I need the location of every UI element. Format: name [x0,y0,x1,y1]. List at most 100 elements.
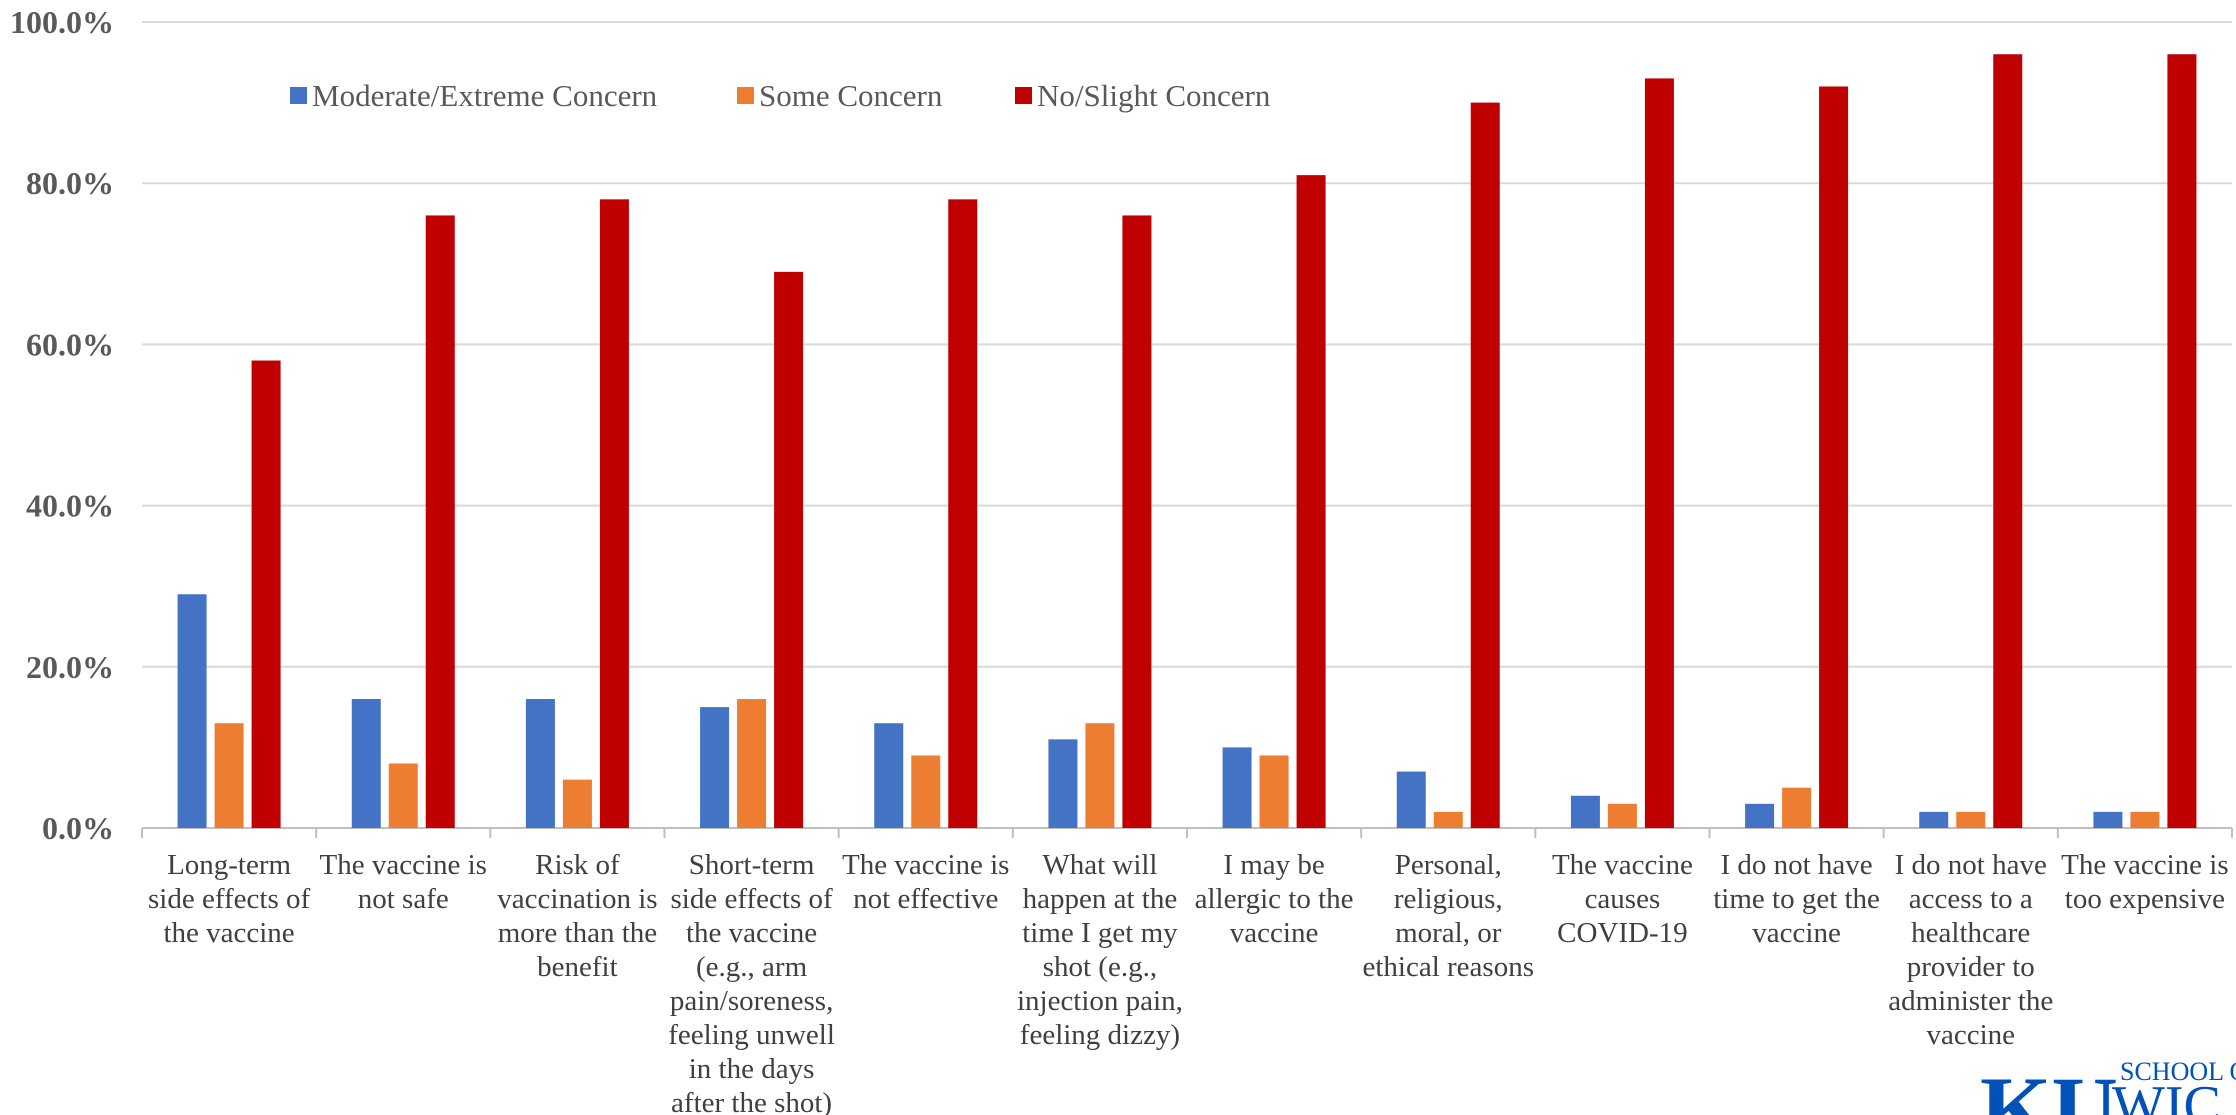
x-category-label-line: time I get my [1022,917,1178,949]
x-category-label: I do not have access to a healthcare provid… [1888,849,2053,1051]
x-category-label-line: (e.g., arm [696,951,808,983]
bar [1745,803,1775,828]
bar [1956,811,1986,828]
x-category-label-line: access to a [1909,883,2033,915]
x-category-label-line: I do not have [1895,849,2047,881]
y-tick-label: 80.0% [26,165,114,201]
y-tick-label: 40.0% [26,488,114,524]
bar [1222,747,1252,828]
bar [425,215,455,828]
x-category-label-line: benefit [537,951,618,983]
bar [1570,795,1600,828]
bar [1993,54,2023,829]
bar [562,779,592,828]
x-category-label-line: provider to [1907,951,2035,983]
x-category-label-line: Long-term [167,849,291,881]
legend-label: Moderate/Extreme Concern [312,78,658,113]
x-category-label: The vaccine is not safe [320,849,487,915]
bar [1644,78,1674,829]
x-category-label-line: Short-term [689,849,815,881]
bar [1396,771,1426,828]
x-category-label: I may be allergic to the vaccine [1195,849,1354,949]
x-category-label-line: the vaccine [163,917,294,949]
bar [1607,803,1637,828]
x-category-label-line: time to get the [1713,883,1880,915]
x-category-label-line: I do not have [1720,849,1872,881]
bar [525,699,555,828]
x-category-label-line: feeling dizzy) [1020,1019,1180,1051]
bar [1122,215,1152,828]
x-category-label-line: vaccine [1926,1019,2015,1051]
x-category-label-line: pain/soreness, [670,985,834,1017]
gridlines [141,21,2233,838]
x-category-label: Personal, religious, moral, or ethical reas… [1362,849,1534,983]
bar [599,199,629,828]
y-tick-label: 60.0% [26,326,114,362]
bar [214,723,244,828]
bar [948,199,978,828]
bar [1919,811,1949,828]
legend-label: Some Concern [759,78,943,113]
bar [251,360,281,828]
bar [2093,811,2123,828]
bar [1470,102,1500,829]
x-category-label-line: Risk of [535,849,620,881]
y-tick-label: 20.0% [26,649,114,685]
x-category-label-line: side effects of [671,883,833,915]
x-category-label-line: What will [1042,849,1157,881]
legend-swatch [290,87,307,104]
bar [874,723,904,828]
bar [1085,723,1115,828]
bars [177,54,2197,829]
x-category-label-line: not effective [853,883,998,915]
bar [911,755,941,828]
x-category-label-line: COVID-19 [1557,917,1688,949]
logo-line2: WIC [2112,1075,2221,1115]
x-category-label-line: causes [1585,883,1661,915]
legend-swatch [1015,87,1032,104]
ku-logo: KU SCHOOL O WIC [1980,1057,2236,1115]
x-category-label-line: vaccination is [497,883,657,915]
x-category-label-line: ethical reasons [1362,951,1534,983]
bar [1433,811,1463,828]
x-category-label-line: allergic to the [1195,883,1354,915]
x-category-label: Long-term side effects of the vaccine [148,849,310,949]
y-axis-ticks: 0.0% 20.0% 40.0% 60.0% 80.0% 100.0% [10,4,114,846]
bar [2167,54,2197,829]
x-category-label-line: religious, [1394,883,1503,915]
x-category-label-line: not safe [358,883,449,915]
x-category-label-line: in the days [689,1053,815,1085]
x-category-label: The vaccine is too expensive [2061,849,2228,915]
bar [1782,787,1812,828]
bar [2130,811,2160,828]
bar [351,699,381,828]
x-category-label-line: too expensive [2065,883,2225,915]
bar [774,271,804,828]
x-category-label-line: vaccine [1230,917,1319,949]
legend-swatch [737,87,754,104]
x-category-label-line: more than the [498,917,657,949]
x-category-label-line: injection pain, [1017,985,1183,1017]
x-category-label-line: The vaccine is [320,849,487,881]
x-category-label-line: The vaccine [1552,849,1693,881]
x-category-label: The vaccine causes COVID-19 [1552,849,1693,949]
x-category-label-line: happen at the [1023,883,1178,915]
x-category-label-line: moral, or [1395,917,1502,949]
bar [700,707,730,828]
x-category-label-line: the vaccine [686,917,817,949]
x-category-label: What will happen at the time I get my shot … [1017,849,1183,1051]
x-category-label-line: vaccine [1752,917,1841,949]
x-category-label-line: feeling unwell [668,1019,835,1051]
bar [388,763,418,828]
x-category-label-line: healthcare [1911,917,2030,949]
x-category-label: The vaccine is not effective [842,849,1009,915]
x-category-label-line: The vaccine is [842,849,1009,881]
logo-mark: KU [1980,1058,2118,1115]
x-category-label-line: shot (e.g., [1043,951,1157,983]
x-category-label-line: administer the [1888,985,2053,1017]
x-category-label: Short-term side effects of the vaccine (e.g… [668,849,835,1115]
x-category-label-line: Personal, [1395,849,1502,881]
x-category-label: I do not have time to get the vaccine [1713,849,1880,949]
logo-line1: SCHOOL O [2120,1057,2236,1086]
